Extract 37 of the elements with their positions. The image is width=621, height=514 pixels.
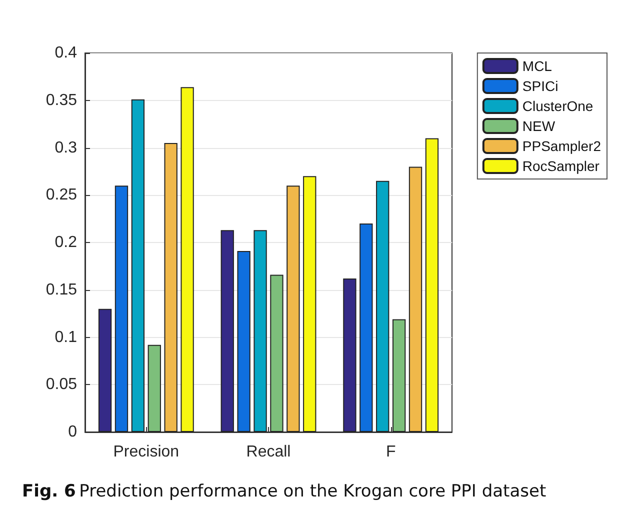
legend-label: NEW bbox=[522, 118, 556, 134]
x-tick-label: Precision bbox=[113, 444, 180, 460]
bar bbox=[254, 230, 267, 432]
legend-label: ClusterOne bbox=[522, 98, 594, 114]
bar bbox=[220, 230, 234, 432]
bar bbox=[286, 186, 300, 432]
bar bbox=[237, 251, 250, 432]
caption: Fig. 6 Prediction performance on the Krogan core PPI dataset bbox=[22, 482, 546, 502]
y-tick-label: 0.2 bbox=[54, 234, 78, 251]
bar bbox=[360, 224, 373, 432]
y-tick-label: 0 bbox=[68, 424, 78, 440]
bar bbox=[180, 87, 194, 432]
y-tick-label: 0.4 bbox=[54, 44, 78, 62]
bar bbox=[164, 143, 178, 432]
bar bbox=[114, 186, 128, 432]
legend-label: MCL bbox=[522, 58, 552, 74]
x-tick-label: Recall bbox=[246, 444, 291, 460]
y-tick-label: 0.1 bbox=[54, 328, 78, 346]
legend-label: SPICi bbox=[522, 78, 558, 94]
y-tick-label: 0.15 bbox=[46, 281, 78, 298]
bar bbox=[148, 344, 161, 432]
legend-label: RocSampler bbox=[522, 158, 600, 174]
bar bbox=[343, 278, 356, 432]
bar bbox=[376, 180, 390, 432]
bar bbox=[131, 99, 145, 432]
bar bbox=[303, 176, 316, 432]
bar bbox=[392, 319, 406, 432]
y-tick-label: 0.05 bbox=[46, 376, 78, 394]
y-tick-label: 0.3 bbox=[54, 139, 78, 156]
x-tick-label: F bbox=[386, 444, 396, 460]
y-tick-label: 0.35 bbox=[46, 92, 78, 109]
bar bbox=[408, 166, 422, 432]
bar bbox=[425, 138, 439, 432]
legend-label: PPSampler2 bbox=[522, 138, 602, 154]
bar bbox=[270, 274, 284, 432]
y-tick-label: 0.25 bbox=[46, 186, 78, 204]
bar bbox=[98, 308, 112, 432]
